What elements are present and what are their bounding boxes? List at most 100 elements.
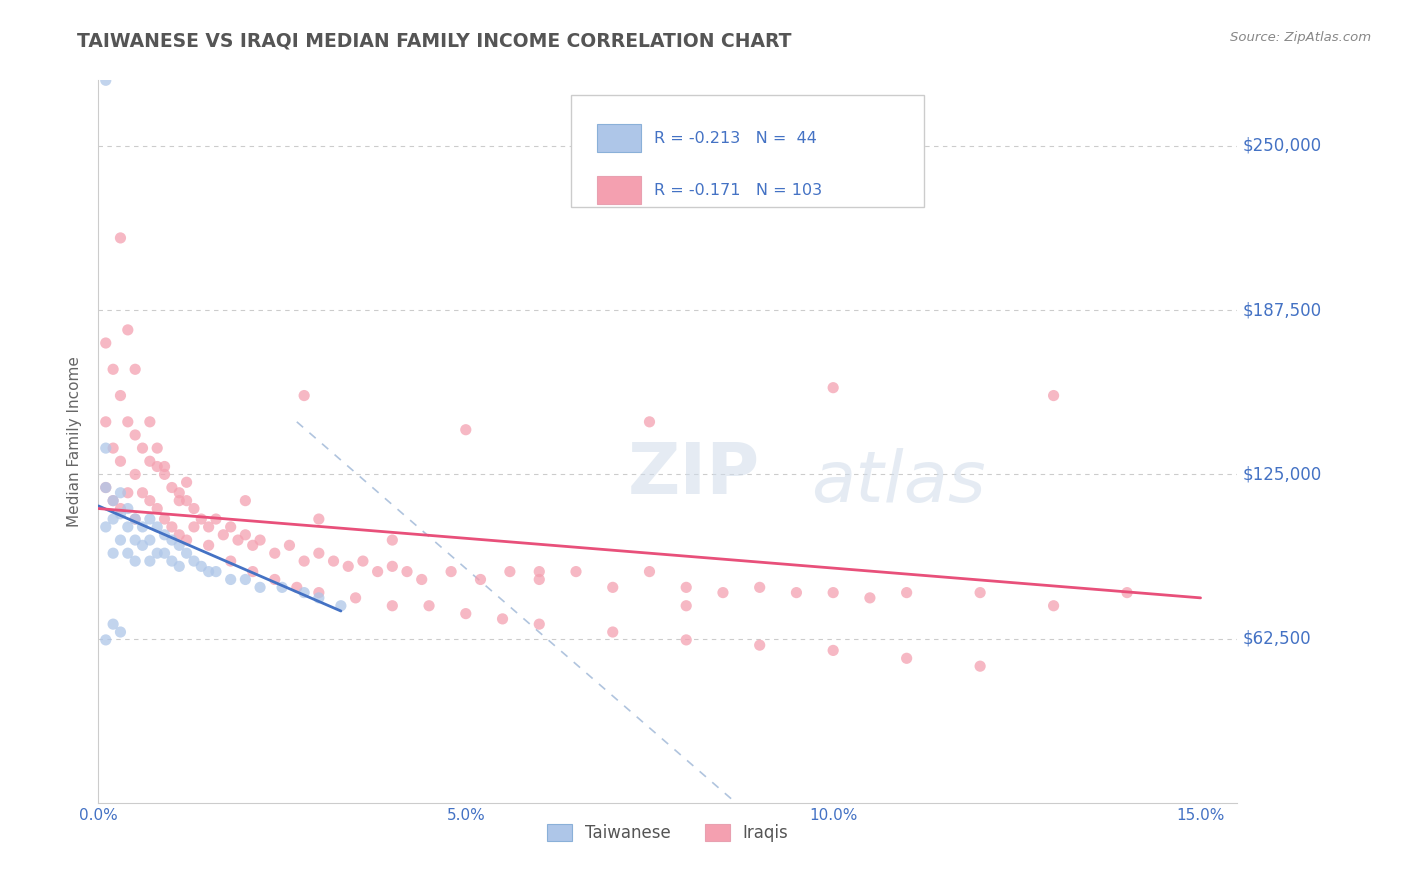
Point bbox=[146, 501, 169, 516]
FancyBboxPatch shape bbox=[571, 95, 924, 207]
Text: R = -0.171   N = 103: R = -0.171 N = 103 bbox=[654, 183, 823, 198]
Point bbox=[212, 528, 235, 542]
Point bbox=[183, 501, 205, 516]
Point bbox=[176, 533, 198, 547]
Point bbox=[190, 512, 212, 526]
Point bbox=[146, 459, 169, 474]
Point bbox=[308, 591, 330, 605]
Y-axis label: Median Family Income: Median Family Income bbox=[67, 356, 83, 527]
Legend: Taiwanese, Iraqis: Taiwanese, Iraqis bbox=[540, 817, 796, 848]
Point bbox=[675, 580, 697, 594]
Point bbox=[344, 591, 367, 605]
Point bbox=[139, 493, 162, 508]
Point bbox=[638, 415, 661, 429]
Point bbox=[110, 625, 132, 640]
Point bbox=[1042, 388, 1064, 402]
Point bbox=[197, 520, 219, 534]
Point bbox=[94, 73, 117, 87]
Point bbox=[308, 512, 330, 526]
Point bbox=[205, 512, 228, 526]
Point bbox=[1042, 599, 1064, 613]
Point bbox=[454, 607, 477, 621]
Point bbox=[94, 336, 117, 351]
Point bbox=[131, 485, 153, 500]
Point bbox=[823, 585, 845, 599]
Point bbox=[411, 573, 433, 587]
Point bbox=[197, 565, 219, 579]
Point bbox=[292, 554, 315, 568]
Point bbox=[249, 533, 271, 547]
Point bbox=[124, 428, 146, 442]
Point bbox=[748, 638, 770, 652]
Point bbox=[308, 546, 330, 560]
Point bbox=[219, 520, 242, 534]
Point bbox=[117, 520, 139, 534]
Point bbox=[969, 585, 991, 599]
Point bbox=[823, 643, 845, 657]
Point bbox=[176, 493, 198, 508]
Point bbox=[1116, 585, 1139, 599]
Point bbox=[529, 573, 551, 587]
Point bbox=[117, 415, 139, 429]
Point bbox=[226, 533, 249, 547]
Point bbox=[124, 362, 146, 376]
Point bbox=[94, 520, 117, 534]
Point bbox=[101, 546, 124, 560]
Point bbox=[183, 520, 205, 534]
Point bbox=[176, 475, 198, 490]
Point bbox=[110, 454, 132, 468]
Point bbox=[153, 512, 176, 526]
Point bbox=[176, 546, 198, 560]
Point bbox=[139, 415, 162, 429]
Point bbox=[167, 485, 190, 500]
Point bbox=[785, 585, 807, 599]
Point bbox=[418, 599, 440, 613]
Point bbox=[292, 388, 315, 402]
Point bbox=[470, 573, 492, 587]
Point bbox=[440, 565, 463, 579]
Point bbox=[94, 632, 117, 647]
Point bbox=[167, 528, 190, 542]
Point bbox=[322, 554, 344, 568]
Point bbox=[167, 493, 190, 508]
Point bbox=[101, 493, 124, 508]
Point bbox=[101, 493, 124, 508]
Point bbox=[263, 546, 285, 560]
Point bbox=[94, 481, 117, 495]
Text: $187,500: $187,500 bbox=[1243, 301, 1322, 319]
Point bbox=[110, 231, 132, 245]
Point bbox=[153, 467, 176, 482]
Point bbox=[101, 362, 124, 376]
Point bbox=[529, 565, 551, 579]
Point bbox=[491, 612, 513, 626]
Point bbox=[242, 538, 264, 552]
FancyBboxPatch shape bbox=[598, 177, 641, 204]
Point bbox=[285, 580, 308, 594]
Point bbox=[117, 323, 139, 337]
Point bbox=[94, 415, 117, 429]
Point bbox=[110, 501, 132, 516]
Text: Source: ZipAtlas.com: Source: ZipAtlas.com bbox=[1230, 31, 1371, 45]
Point bbox=[117, 546, 139, 560]
Point bbox=[153, 459, 176, 474]
Point bbox=[263, 573, 285, 587]
Point bbox=[859, 591, 882, 605]
Point bbox=[139, 512, 162, 526]
Text: ZIP: ZIP bbox=[627, 440, 759, 508]
Point bbox=[117, 485, 139, 500]
Point bbox=[896, 585, 918, 599]
Point bbox=[139, 554, 162, 568]
Text: $125,000: $125,000 bbox=[1243, 466, 1322, 483]
Point bbox=[205, 565, 228, 579]
Point bbox=[124, 467, 146, 482]
Point bbox=[101, 512, 124, 526]
FancyBboxPatch shape bbox=[598, 124, 641, 152]
Point bbox=[167, 538, 190, 552]
Point bbox=[675, 599, 697, 613]
Point bbox=[139, 454, 162, 468]
Point bbox=[167, 559, 190, 574]
Point bbox=[110, 533, 132, 547]
Point bbox=[94, 481, 117, 495]
Point bbox=[160, 554, 183, 568]
Point bbox=[219, 573, 242, 587]
